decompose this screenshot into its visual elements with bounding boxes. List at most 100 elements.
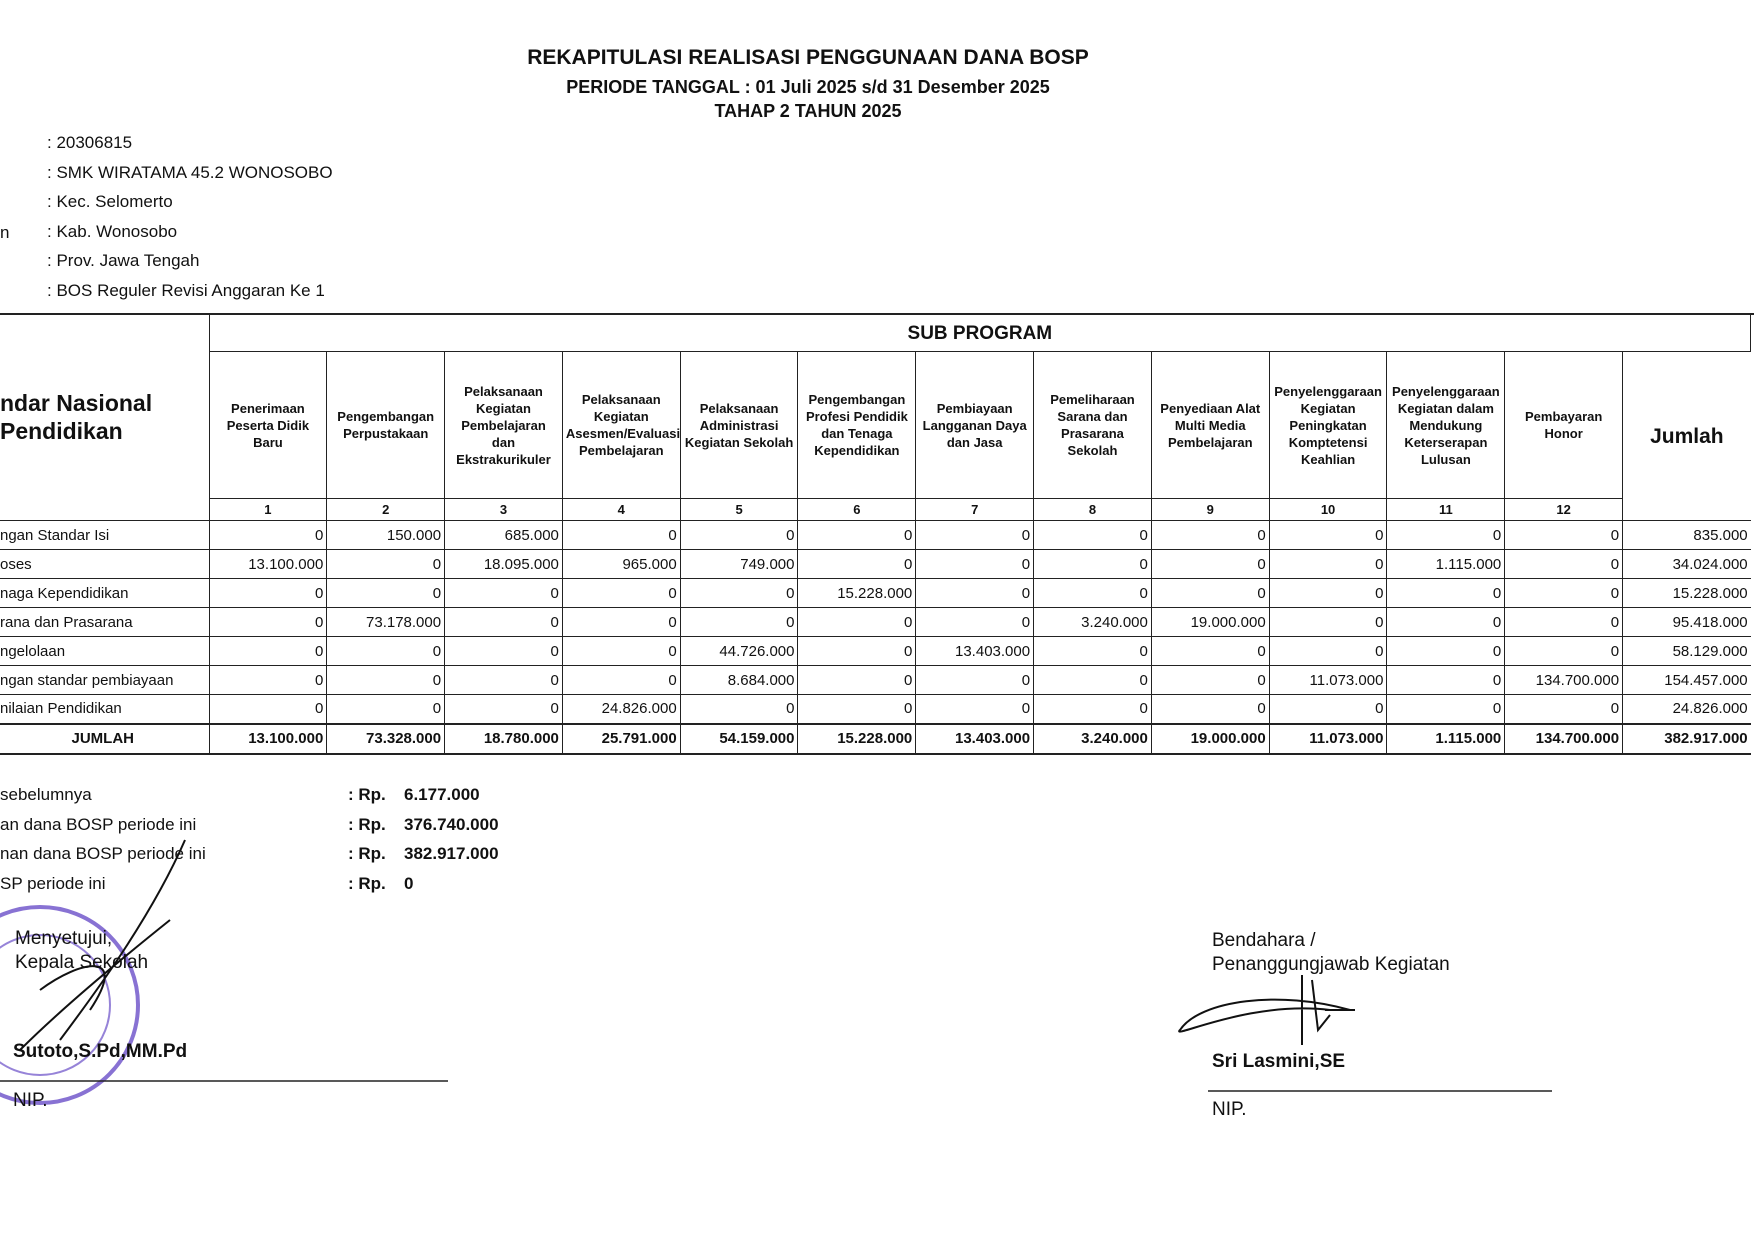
cell: 0 (915, 665, 1035, 695)
cell: 0 (561, 520, 681, 550)
cell: 1.115.000 (1386, 722, 1506, 755)
cell: 3.240.000 (1033, 722, 1152, 755)
row-total: 24.826.000 (1622, 694, 1751, 724)
cell: 1.115.000 (1386, 549, 1506, 579)
cell: 0 (679, 694, 799, 724)
cell: 0 (915, 549, 1035, 579)
row-label: ngelolaan (0, 636, 210, 666)
summary-amount: 376.740.000 (404, 814, 499, 834)
right-signature (1178, 975, 1355, 1045)
info-value: : BOS Reguler Revisi Anggaran Ke 1 (47, 281, 325, 300)
cell: 25.791.000 (561, 722, 681, 755)
cell: 749.000 (679, 549, 799, 579)
cell: 73.178.000 (326, 607, 446, 637)
corner-line: ndar Nasional (0, 390, 153, 417)
stamp-inner (0, 934, 111, 1076)
data-row: ngelolaan 0 0 0 0 44.726.000 0 13.403.000 0 0 0 0 0 5… (0, 636, 1751, 666)
summary-amount: 6.177.000 (404, 785, 480, 804)
column-header: Pembiayaan Langganan Daya dan Jasa (915, 351, 1035, 499)
total-header: Jumlah (1622, 351, 1751, 521)
cell: 0 (797, 607, 917, 637)
total-row: JUMLAH 13.100.000 73.328.000 18.780.000 25.7… (0, 722, 1751, 755)
row-label: rana dan Prasarana (0, 607, 210, 637)
data-row: ngan standar pembiayaan 0 0 0 0 8.684.000 0 0 0 0… (0, 665, 1751, 695)
left-signature (19, 839, 186, 1051)
cell: 73.328.000 (326, 722, 446, 755)
cell: 0 (679, 607, 799, 637)
column-header: Penyelenggaraan Kegiatan Peningkatan Kom… (1268, 351, 1388, 499)
summary-prefix: : Rp. (348, 844, 386, 863)
cell: 18.095.000 (444, 549, 563, 579)
recap-table: ndar Nasional Pendidikan SUB PROGRAM Peneri… (0, 314, 1752, 755)
summary-prefix: : Rp. (348, 873, 386, 893)
cell: 15.228.000 (797, 578, 917, 608)
cell: 0 (1033, 520, 1152, 550)
row-total: 154.457.000 (1622, 665, 1751, 695)
cell: 0 (1150, 549, 1270, 579)
cell: 13.403.000 (915, 722, 1035, 755)
column-row: Penerimaan Peserta Didik Baru Pengembanga… (0, 351, 1751, 521)
cell: 15.228.000 (797, 722, 917, 755)
summary-amount: 382.917.000 (404, 844, 499, 863)
cell: 0 (1386, 694, 1506, 724)
cell: 0 (1033, 694, 1152, 724)
cell: 0 (1033, 636, 1152, 666)
cell: 0 (208, 520, 328, 550)
cell: 18.780.000 (444, 722, 563, 755)
row-label: oses (0, 549, 210, 579)
cell: 0 (208, 665, 328, 695)
row-total: 382.917.000 (1622, 722, 1751, 755)
column-header: Penyediaan Alat Multi Media Pembelajaran (1150, 351, 1270, 499)
cell: 8.684.000 (679, 665, 799, 695)
data-row: naga Kependidikan 0 0 0 0 0 15.228.000 0 0 0 0 0 0 15… (0, 578, 1751, 608)
corner-line: Pendidikan (0, 418, 123, 445)
right-nip: NIP. (1212, 1099, 1247, 1120)
info-value: : Kab. Wonosobo (47, 221, 178, 241)
summary-amount: 0 (404, 873, 414, 893)
column-header: Pelaksanaan Kegiatan Pembelajaran dan Ek… (444, 351, 563, 499)
data-row: oses 13.100.000 0 18.095.000 965.000 749.000 0… (0, 549, 1751, 579)
column-header: Pengembangan Perpustakaan (326, 351, 446, 499)
row-total: 95.418.000 (1622, 607, 1751, 637)
right-role-2: Penanggungjawab Kegiatan (1212, 954, 1450, 975)
cell: 0 (208, 694, 328, 724)
column-header: Pengembangan Profesi Pendidik dan Tenaga… (797, 351, 917, 499)
row-label: naga Kependidikan (0, 578, 210, 608)
row-label: nilaian Pendidikan (0, 694, 210, 724)
data-row: ngan Standar Isi 0 150.000 685.000 0 0 0 0 0 0 0 0 0… (0, 520, 1751, 550)
doc-period: PERIODE TANGGAL : 01 Juli 2025 s/d 31 De… (566, 77, 1050, 97)
right-role-1: Bendahara / (1212, 930, 1316, 951)
left-name: Sutoto,S.Pd,MM.Pd (13, 1041, 188, 1062)
cell: 0 (1504, 694, 1624, 724)
cell: 150.000 (326, 520, 446, 550)
row-total: 58.129.000 (1622, 636, 1751, 666)
cell: 134.700.000 (1504, 665, 1624, 695)
row-label: ngan standar pembiayaan (0, 665, 210, 695)
summary-prefix: : Rp. (348, 814, 386, 834)
info-label: n (0, 223, 10, 242)
cell: 54.159.000 (679, 722, 799, 755)
summary-prefix: : Rp. (348, 785, 386, 804)
column-header: Penyelenggaraan Kegiatan dalam Mendukung… (1386, 351, 1506, 499)
cell: 0 (797, 520, 917, 550)
cell: 0 (1268, 636, 1388, 666)
cell: 0 (1150, 694, 1270, 724)
summary-label: nan dana BOSP periode ini (0, 844, 206, 863)
data-row: nilaian Pendidikan 0 0 0 24.826.000 0 0 0 0 0 0 0 0 2… (0, 694, 1751, 724)
row-label: JUMLAH (0, 722, 210, 755)
left-nip: NIP. (13, 1090, 48, 1111)
cell: 0 (1504, 549, 1624, 579)
stamp (0, 905, 140, 1105)
cell: 24.826.000 (561, 694, 681, 724)
column-header: Pemeliharaan Sarana dan Prasarana Sekola… (1033, 351, 1152, 499)
cell: 13.403.000 (915, 636, 1035, 666)
cell: 0 (797, 694, 917, 724)
cell: 0 (561, 665, 681, 695)
cell: 0 (1504, 578, 1624, 608)
doc-stage: TAHAP 2 TAHUN 2025 (714, 101, 902, 121)
cell: 0 (915, 578, 1035, 608)
cell: 0 (444, 665, 563, 695)
cell: 0 (915, 694, 1035, 724)
right-name: Sri Lasmini,SE (1212, 1051, 1346, 1072)
